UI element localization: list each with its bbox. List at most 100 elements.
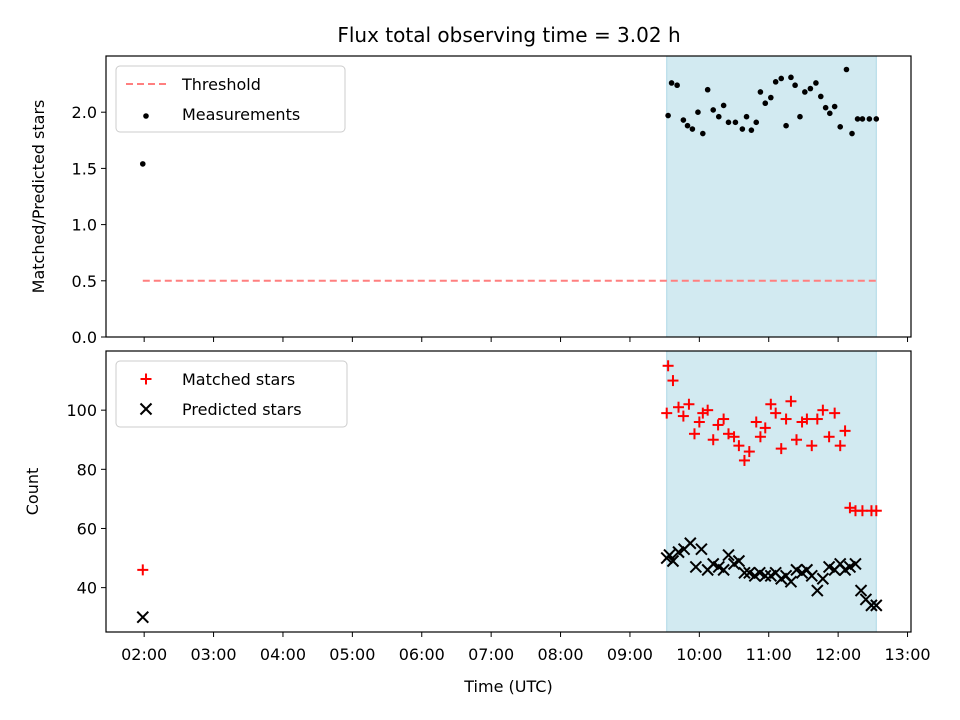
measurement-point [792,82,798,89]
observing-span [666,55,877,338]
measurement-point [797,113,803,120]
measurement-point [843,66,850,73]
matched-star-point [707,434,719,446]
y-tick-label: 2.0 [72,103,97,122]
measurement-point [822,104,829,111]
x-b [136,611,149,624]
matched-star-point [661,407,673,419]
x-b [743,566,756,580]
measurement-point [139,161,146,167]
matched-star-point [662,360,674,372]
x-b [784,575,798,588]
axes-frame [105,55,912,338]
matched-star-point [733,440,745,452]
matched-star-point [688,428,700,440]
legend-label: Matched stars [182,370,295,389]
matched-star-point [775,443,787,455]
x-tick-label: 06:00 [399,645,445,664]
measurement-point [684,122,691,129]
x-b [712,560,725,574]
legend: Matched stars Predicted stars [115,360,348,428]
x-tick-label: 09:00 [607,645,653,664]
predicted-star-point [759,569,772,583]
x-b [717,563,730,577]
y-tick-label: 1.5 [72,159,97,178]
predicted-star-point [695,542,708,556]
matched-star-point [829,407,841,419]
y-axis-label: Count [23,468,42,516]
matched-star-point [844,502,856,514]
predicted-star-point [717,563,730,577]
x-b [870,599,883,612]
matched-star-point [743,446,755,458]
measurement-point [739,126,746,132]
chart-title: Flux total observing time = 3.02 h [337,23,680,47]
measurement-point [720,102,727,109]
measurement-point [757,89,764,95]
matched-star-point [780,413,792,425]
predicted-star-point [738,566,751,580]
predicted-star-point [865,599,878,612]
matched-star-point [754,431,766,443]
measurement-point [704,86,711,93]
x-b [849,557,862,571]
predicted-star-point [732,554,746,568]
x-tick-label: 13:00 [884,645,930,664]
x-b [666,554,680,568]
measurement-point [873,116,880,122]
x-tick-label: 07:00 [468,645,514,664]
x-b [805,569,818,583]
matched-star-point [673,401,685,413]
x-b [689,560,703,574]
measurement-point [783,122,789,129]
x-b [738,566,751,580]
y-tick-label: 40 [77,579,97,598]
measurement-point [827,110,833,117]
predicted-star-point [689,560,703,574]
measurement-point [837,124,844,130]
legend-label: Measurements [182,105,300,124]
matched-star-point [683,398,695,410]
measurement-point [710,107,717,113]
matched-star-point [728,431,740,443]
matched-star-point [811,413,823,425]
matched-star-point [718,413,730,425]
x-tick-label: 12:00 [815,645,861,664]
x-tick-label: 05:00 [329,645,375,664]
measurement-point [778,75,785,82]
y-tick-label: 100 [66,401,97,420]
measurement-point [689,126,696,132]
measurement-point [725,119,732,126]
matched-star-point [765,398,777,410]
legend-box [115,65,346,133]
predicted-star-point [784,575,798,588]
matched-star-point [137,564,149,576]
measurement-point [817,93,824,100]
measurement-point [762,100,769,107]
predicted-star-point [870,599,883,612]
x-b [816,572,830,585]
predicted-star-point [663,548,676,562]
measurement-point [732,119,739,126]
measurement-point [854,116,861,122]
x-tick-label: 02:00 [121,645,167,664]
measurement-point [768,94,774,101]
y-axis-label: Matched/Predicted stars [29,100,48,294]
matched-star-point [823,431,835,443]
x-b [790,563,803,577]
x-tick-label: 11:00 [746,645,792,664]
measurement-point [700,130,706,137]
x-b [769,566,782,580]
x-tick-label: 08:00 [537,645,583,664]
predicted-star-point [136,611,149,624]
measurement-point [695,109,701,115]
measurement-point [715,113,722,120]
legend-predicted-swatch [139,402,153,416]
x-b [854,584,868,597]
measurement-point [831,103,838,110]
y-tick-label: 0.0 [72,328,97,347]
measurement-point [772,79,779,85]
legend-label: Threshold [181,75,261,94]
x-b [865,599,878,612]
